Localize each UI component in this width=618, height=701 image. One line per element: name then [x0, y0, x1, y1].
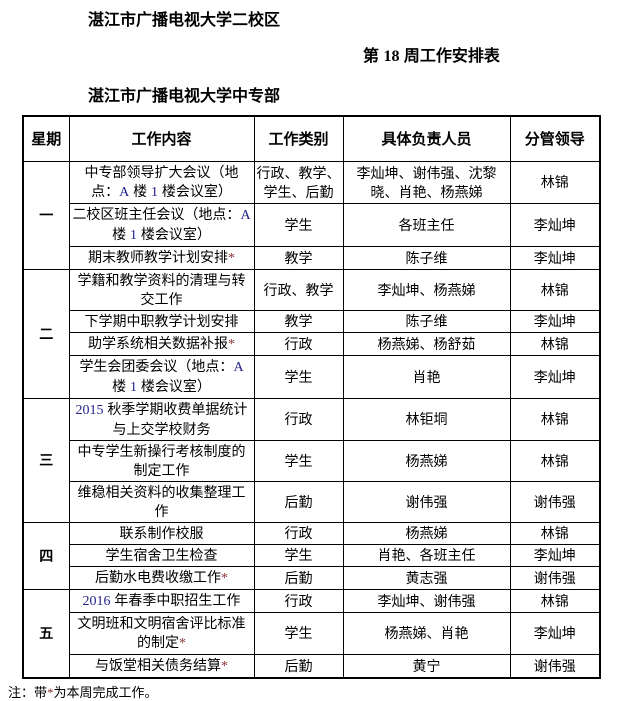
day-cell: 二 [22, 269, 70, 399]
header-responsible-persons: 具体负责人员 [342, 115, 511, 162]
responsible-cell: 李灿坤、谢伟强 [342, 589, 511, 613]
schedule-table-body: 一中专部领导扩大会议（地点：A 楼 1 楼会议室） 行政、教学、学生、后勤 李灿坤、… [22, 161, 601, 679]
leader-cell: 李灿坤 [509, 203, 601, 247]
department-title: 湛江市广播电视大学中专部 [88, 88, 281, 105]
content-cell: 中专部领导扩大会议（地点：A 楼 1 楼会议室） [68, 161, 255, 204]
day-cell: 三 [22, 398, 70, 523]
table-row: 文明班和文明宿舍评比标准的制定* 学生 杨燕娣、肖艳 李灿坤 [23, 612, 601, 655]
leader-cell: 李灿坤 [509, 355, 601, 399]
content-cell: 学生会团委会议（地点：A 楼 1 楼会议室） [68, 355, 255, 399]
responsible-cell: 谢伟强 [342, 481, 511, 523]
content-cell: 文明班和文明宿舍评比标准的制定* [68, 612, 255, 655]
category-cell: 后勤 [253, 654, 344, 679]
content-cell: 助学系统相关数据补报* [68, 332, 255, 356]
content-cell: 中专学生新操行考核制度的制定工作 [68, 440, 255, 482]
table-row: 五 2016 年春季中职招生工作 行政 李灿坤、谢伟强 林锦 [22, 589, 601, 679]
table-row: 二学籍和教学资料的清理与转交工作 行政、教学 李灿坤、杨燕娣 林锦 [22, 269, 601, 399]
header-day: 星期 [22, 115, 70, 162]
leader-cell: 李灿坤 [509, 544, 601, 567]
leader-cell: 林锦 [509, 398, 601, 441]
category-cell: 后勤 [253, 566, 344, 590]
responsible-cell: 林钜垌 [342, 398, 511, 441]
leader-cell: 谢伟强 [509, 566, 601, 590]
campus-title: 湛江市广播电视大学二校区 [88, 12, 281, 29]
table-row: 二校区班主任会议（地点：A 楼 1 楼会议室） 学生 各班主任 李灿坤 [23, 203, 601, 247]
leader-cell: 林锦 [509, 522, 601, 545]
table-row: 后勤水电费收缴工作* 后勤 黄志强 谢伟强 [23, 566, 601, 590]
leader-cell: 李灿坤 [509, 246, 601, 270]
table-row: 四联系制作校服 行政 杨燕娣 林锦 [22, 522, 601, 590]
content-cell: 2015 秋季学期收费单据统计与上交学校财务 [68, 398, 255, 441]
leader-cell: 李灿坤 [509, 612, 601, 655]
day-cell: 五 [22, 589, 70, 679]
category-cell: 行政 [253, 589, 344, 613]
header-leader-in-charge: 分管领导 [509, 115, 601, 162]
leader-cell: 谢伟强 [509, 481, 601, 523]
content-cell: 学籍和教学资料的清理与转交工作 [68, 269, 255, 311]
table-row: 学生会团委会议（地点：A 楼 1 楼会议室） 学生 肖艳 李灿坤 [23, 355, 601, 399]
category-cell: 学生 [253, 544, 344, 567]
content-cell: 二校区班主任会议（地点：A 楼 1 楼会议室） [68, 203, 255, 247]
header-work-content: 工作内容 [68, 115, 255, 162]
responsible-cell: 黄志强 [342, 566, 511, 590]
table-row: 下学期中职教学计划安排 教学 陈子维 李灿坤 [23, 310, 601, 333]
content-cell: 期末教师教学计划安排* [68, 246, 255, 270]
header-work-category: 工作类别 [253, 115, 344, 162]
day-cell: 一 [22, 161, 70, 270]
responsible-cell: 杨燕娣 [342, 522, 511, 545]
responsible-cell: 李灿坤、谢伟强、沈黎晓、肖艳、杨燕娣 [342, 161, 511, 204]
content-cell: 维稳相关资料的收集整理工作 [68, 481, 255, 523]
responsible-cell: 黄宁 [342, 654, 511, 679]
leader-cell: 谢伟强 [509, 654, 601, 679]
leader-cell: 林锦 [509, 269, 601, 311]
responsible-cell: 李灿坤、杨燕娣 [342, 269, 511, 311]
category-cell: 行政、教学 [253, 269, 344, 311]
responsible-cell: 杨燕娣、肖艳 [342, 612, 511, 655]
category-cell: 后勤 [253, 481, 344, 523]
category-cell: 行政 [253, 398, 344, 441]
responsible-cell: 肖艳 [342, 355, 511, 399]
content-cell: 2016 年春季中职招生工作 [68, 589, 255, 613]
table-row: 助学系统相关数据补报* 行政 杨燕娣、杨舒茹 林锦 [23, 332, 601, 356]
responsible-cell: 肖艳、各班主任 [342, 544, 511, 567]
week-schedule-title: 第 18 周工作安排表 [363, 48, 500, 65]
work-schedule-table: 星期 工作内容 工作类别 具体负责人员 分管领导 一中专部领导扩大会议（地点：A… [22, 115, 601, 679]
leader-cell: 李灿坤 [509, 310, 601, 333]
content-cell: 联系制作校服 [68, 522, 255, 545]
category-cell: 学生 [253, 440, 344, 482]
table-row: 中专学生新操行考核制度的制定工作 学生 杨燕娣 林锦 [23, 440, 601, 482]
leader-cell: 林锦 [509, 589, 601, 613]
category-cell: 行政、教学、学生、后勤 [253, 161, 344, 204]
table-row: 与饭堂相关债务结算* 后勤 黄宁 谢伟强 [23, 654, 601, 679]
table-row: 期末教师教学计划安排* 教学 陈子维 李灿坤 [23, 246, 601, 270]
table-row: 一中专部领导扩大会议（地点：A 楼 1 楼会议室） 行政、教学、学生、后勤 李灿坤、… [22, 161, 601, 270]
leader-cell: 林锦 [509, 332, 601, 356]
category-cell: 行政 [253, 332, 344, 356]
responsible-cell: 陈子维 [342, 310, 511, 333]
content-cell: 学生宿舍卫生检查 [68, 544, 255, 567]
category-cell: 学生 [253, 203, 344, 247]
table-row: 维稳相关资料的收集整理工作 后勤 谢伟强 谢伟强 [23, 481, 601, 523]
table-row: 学生宿舍卫生检查 学生 肖艳、各班主任 李灿坤 [23, 544, 601, 567]
category-cell: 行政 [253, 522, 344, 545]
content-cell: 下学期中职教学计划安排 [68, 310, 255, 333]
category-cell: 学生 [253, 612, 344, 655]
leader-cell: 林锦 [509, 161, 601, 204]
category-cell: 学生 [253, 355, 344, 399]
day-cell: 四 [22, 522, 70, 590]
responsible-cell: 杨燕娣、杨舒茹 [342, 332, 511, 356]
responsible-cell: 陈子维 [342, 246, 511, 270]
table-row: 三 2015 秋季学期收费单据统计与上交学校财务 行政 林钜垌 林锦 [22, 398, 601, 523]
category-cell: 教学 [253, 310, 344, 333]
leader-cell: 林锦 [509, 440, 601, 482]
responsible-cell: 杨燕娣 [342, 440, 511, 482]
footnote: 注：带*为本周完成工作。 [8, 685, 158, 700]
content-cell: 后勤水电费收缴工作* [68, 566, 255, 590]
table-header-row: 星期 工作内容 工作类别 具体负责人员 分管领导 [22, 115, 601, 162]
responsible-cell: 各班主任 [342, 203, 511, 247]
content-cell: 与饭堂相关债务结算* [68, 654, 255, 679]
category-cell: 教学 [253, 246, 344, 270]
